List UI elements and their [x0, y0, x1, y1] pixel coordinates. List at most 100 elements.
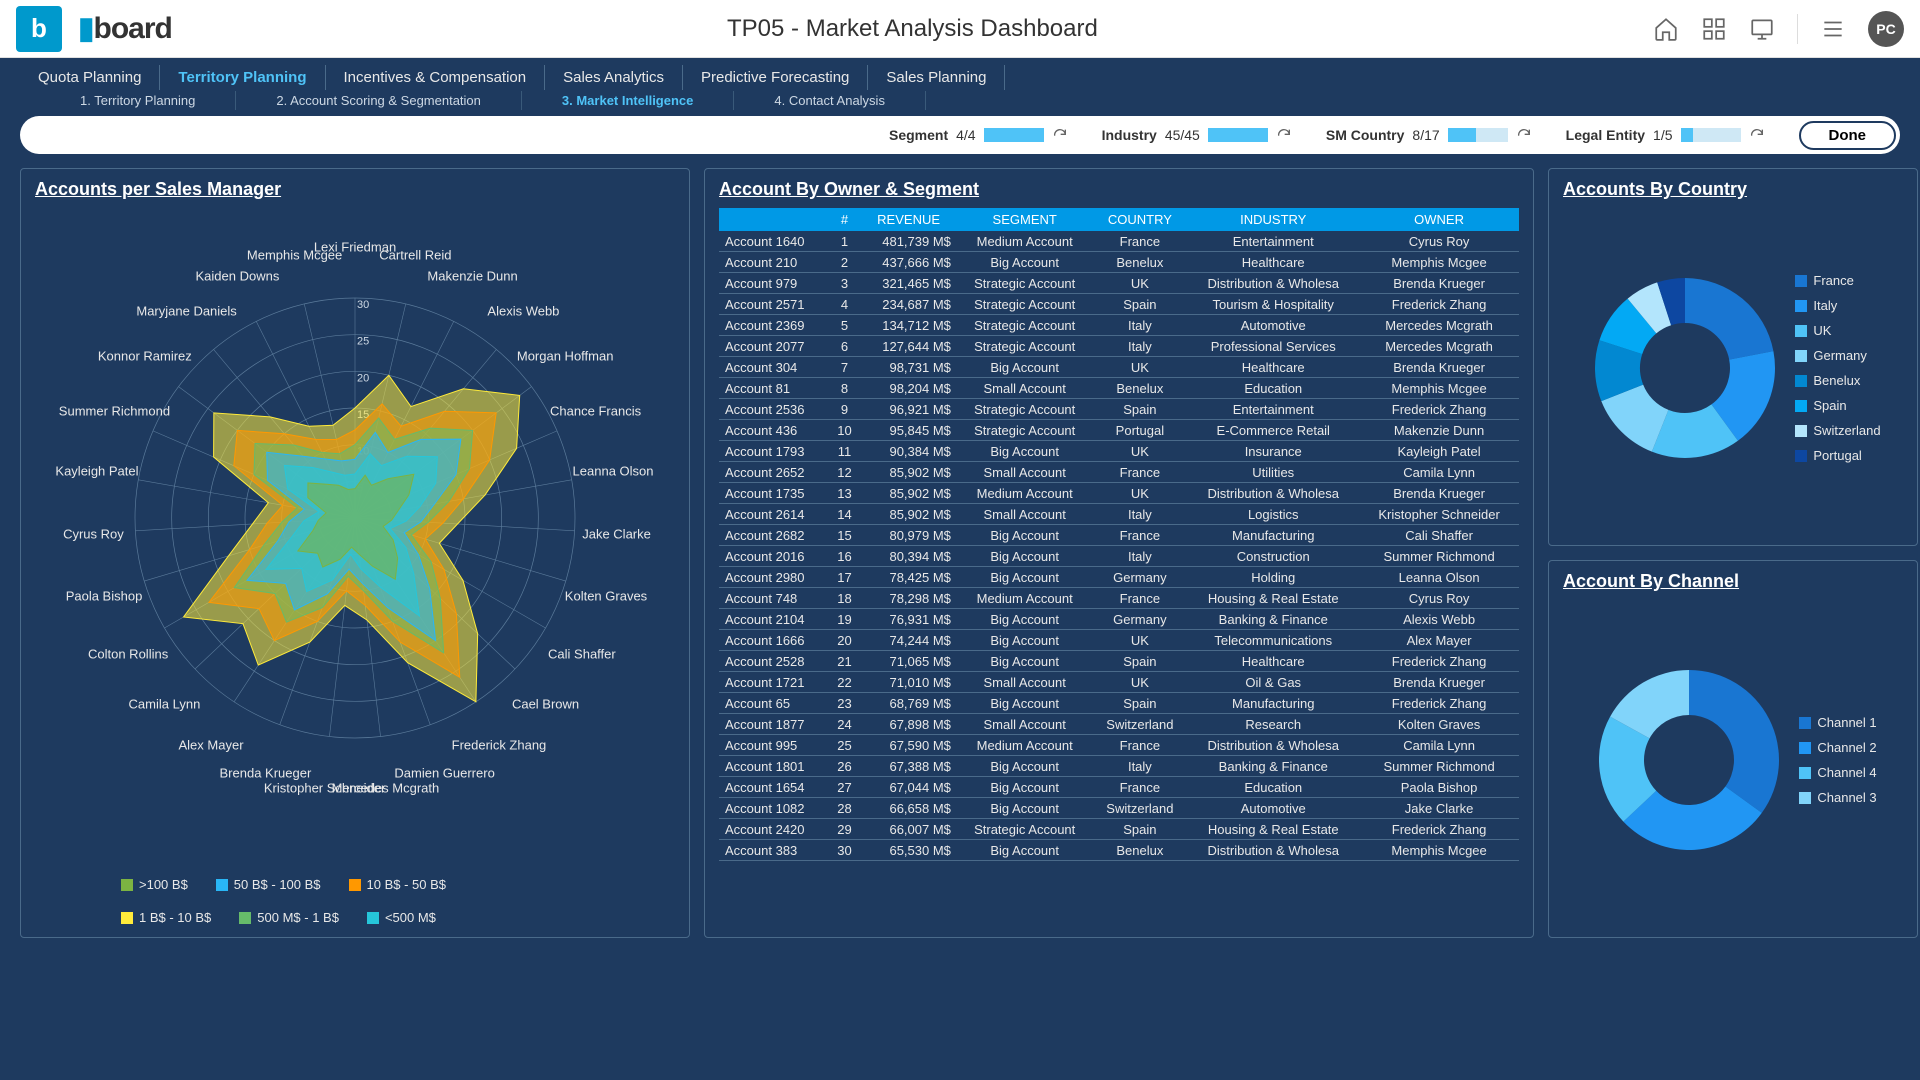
table-row[interactable]: Account 16542767,044 M$Big AccountFrance…: [719, 777, 1519, 798]
nav1-item-1[interactable]: Territory Planning: [160, 65, 325, 90]
table-row[interactable]: Account 23695134,712 M$Strategic Account…: [719, 315, 1519, 336]
table-row[interactable]: Account 18772467,898 M$Small AccountSwit…: [719, 714, 1519, 735]
table-row[interactable]: Account 17212271,010 M$Small AccountUKOi…: [719, 672, 1519, 693]
panel-table: Account By Owner & Segment #REVENUESEGME…: [704, 168, 1534, 938]
apps-icon[interactable]: [1701, 16, 1727, 42]
table-cell: Big Account: [957, 441, 1093, 462]
legend-item[interactable]: 500 M$ - 1 B$: [239, 910, 339, 925]
table-row[interactable]: Account 26141485,902 M$Small AccountItal…: [719, 504, 1519, 525]
table-cell: Big Account: [957, 840, 1093, 861]
legend-item[interactable]: Italy: [1795, 298, 1880, 313]
panel-country: Accounts By Country FranceItalyUKGermany…: [1548, 168, 1918, 546]
table-cell: Account 2016: [719, 546, 829, 567]
table-cell: Banking & Finance: [1187, 756, 1359, 777]
table-row[interactable]: Account 9952567,590 M$Medium AccountFran…: [719, 735, 1519, 756]
legend-item[interactable]: Portugal: [1795, 448, 1880, 463]
legend-item[interactable]: Channel 3: [1799, 790, 1876, 805]
table-row[interactable]: Account 3833065,530 M$Big AccountBenelux…: [719, 840, 1519, 861]
table-row[interactable]: Account 4361095,845 M$Strategic AccountP…: [719, 420, 1519, 441]
legend-item[interactable]: 1 B$ - 10 B$: [121, 910, 211, 925]
table-row[interactable]: Account 29801778,425 M$Big AccountGerman…: [719, 567, 1519, 588]
donut-slice[interactable]: [1685, 278, 1773, 360]
table-header[interactable]: [719, 208, 829, 231]
nav1-item-3[interactable]: Sales Analytics: [545, 65, 683, 90]
reload-icon[interactable]: [1052, 127, 1068, 143]
table-row[interactable]: Account 2536996,921 M$Strategic AccountS…: [719, 399, 1519, 420]
legend-item[interactable]: Benelux: [1795, 373, 1880, 388]
donut-channel-legend: Channel 1 Channel 2 Channel 4 Channel 3: [1799, 715, 1876, 805]
reload-icon[interactable]: [1276, 127, 1292, 143]
table-row[interactable]: Account 25714234,687 M$Strategic Account…: [719, 294, 1519, 315]
radar-axis-label: Kayleigh Patel: [55, 464, 138, 479]
table-cell: 67,388 M$: [860, 756, 957, 777]
table-row[interactable]: Account 20776127,644 M$Strategic Account…: [719, 336, 1519, 357]
table-row[interactable]: Account 26521285,902 M$Small AccountFran…: [719, 462, 1519, 483]
table-cell: Entertainment: [1187, 399, 1359, 420]
table-row[interactable]: Account 17351385,902 M$Medium AccountUKD…: [719, 483, 1519, 504]
nav2-item-2[interactable]: 3. Market Intelligence: [522, 91, 735, 110]
table-row[interactable]: Account 18012667,388 M$Big AccountItalyB…: [719, 756, 1519, 777]
legend-item[interactable]: Channel 4: [1799, 765, 1876, 780]
legend-item[interactable]: Channel 2: [1799, 740, 1876, 755]
table-row[interactable]: Account 2102437,666 M$Big AccountBenelux…: [719, 252, 1519, 273]
legend-item[interactable]: 50 B$ - 100 B$: [216, 877, 321, 892]
table-row[interactable]: Account 652368,769 M$Big AccountSpainMan…: [719, 693, 1519, 714]
table-cell: E-Commerce Retail: [1187, 420, 1359, 441]
table-row[interactable]: Account 26821580,979 M$Big AccountFrance…: [719, 525, 1519, 546]
legend-item[interactable]: Germany: [1795, 348, 1880, 363]
table-header[interactable]: REVENUE: [860, 208, 957, 231]
legend-item[interactable]: France: [1795, 273, 1880, 288]
table-scroll[interactable]: #REVENUESEGMENTCOUNTRYINDUSTRYOWNER Acco…: [719, 208, 1519, 908]
legend-item[interactable]: >100 B$: [121, 877, 188, 892]
table-row[interactable]: Account 304798,731 M$Big AccountUKHealth…: [719, 357, 1519, 378]
table-cell: 10: [829, 420, 861, 441]
filter-0[interactable]: Segment4/4: [889, 127, 1068, 143]
table-row[interactable]: Account 25282171,065 M$Big AccountSpainH…: [719, 651, 1519, 672]
radar-axis-label: Kaiden Downs: [195, 269, 279, 284]
donut-slice[interactable]: [1689, 670, 1779, 813]
avatar[interactable]: PC: [1868, 11, 1904, 47]
table-header[interactable]: OWNER: [1359, 208, 1519, 231]
legend-item[interactable]: Spain: [1795, 398, 1880, 413]
legend-item[interactable]: UK: [1795, 323, 1880, 338]
table-cell: Professional Services: [1187, 336, 1359, 357]
nav2-item-3[interactable]: 4. Contact Analysis: [734, 91, 926, 110]
table-header[interactable]: COUNTRY: [1092, 208, 1187, 231]
filter-2[interactable]: SM Country8/17: [1326, 127, 1532, 143]
nav1-item-4[interactable]: Predictive Forecasting: [683, 65, 868, 90]
home-icon[interactable]: [1653, 16, 1679, 42]
table-row[interactable]: Account 7481878,298 M$Medium AccountFran…: [719, 588, 1519, 609]
nav1-item-0[interactable]: Quota Planning: [20, 65, 160, 90]
done-button[interactable]: Done: [1799, 121, 1897, 150]
table-row[interactable]: Account 81898,204 M$Small AccountBenelux…: [719, 378, 1519, 399]
radar-axis-label: Konnor Ramirez: [98, 349, 192, 364]
menu-icon[interactable]: [1820, 16, 1846, 42]
table-header[interactable]: SEGMENT: [957, 208, 1093, 231]
reload-icon[interactable]: [1749, 127, 1765, 143]
table-row[interactable]: Account 17931190,384 M$Big AccountUKInsu…: [719, 441, 1519, 462]
table-row[interactable]: Account 16662074,244 M$Big AccountUKTele…: [719, 630, 1519, 651]
table-row[interactable]: Account 16401481,739 M$Medium AccountFra…: [719, 231, 1519, 252]
nav1-item-2[interactable]: Incentives & Compensation: [326, 65, 546, 90]
legend-item[interactable]: 10 B$ - 50 B$: [349, 877, 447, 892]
table-row[interactable]: Account 20161680,394 M$Big AccountItalyC…: [719, 546, 1519, 567]
reload-icon[interactable]: [1516, 127, 1532, 143]
table-row[interactable]: Account 24202966,007 M$Strategic Account…: [719, 819, 1519, 840]
page-title: TP05 - Market Analysis Dashboard: [172, 15, 1653, 43]
present-icon[interactable]: [1749, 16, 1775, 42]
table-cell: Memphis Mcgee: [1359, 840, 1519, 861]
table-cell: Benelux: [1092, 252, 1187, 273]
table-row[interactable]: Account 10822866,658 M$Big AccountSwitze…: [719, 798, 1519, 819]
table-header[interactable]: #: [829, 208, 861, 231]
table-row[interactable]: Account 9793321,465 M$Strategic AccountU…: [719, 273, 1519, 294]
nav2-item-0[interactable]: 1. Territory Planning: [40, 91, 236, 110]
table-header[interactable]: INDUSTRY: [1187, 208, 1359, 231]
nav2-item-1[interactable]: 2. Account Scoring & Segmentation: [236, 91, 522, 110]
filter-1[interactable]: Industry45/45: [1102, 127, 1292, 143]
filter-3[interactable]: Legal Entity1/5: [1566, 127, 1765, 143]
legend-item[interactable]: Channel 1: [1799, 715, 1876, 730]
legend-item[interactable]: <500 M$: [367, 910, 436, 925]
table-row[interactable]: Account 21041976,931 M$Big AccountGerman…: [719, 609, 1519, 630]
nav1-item-5[interactable]: Sales Planning: [868, 65, 1005, 90]
legend-item[interactable]: Switzerland: [1795, 423, 1880, 438]
